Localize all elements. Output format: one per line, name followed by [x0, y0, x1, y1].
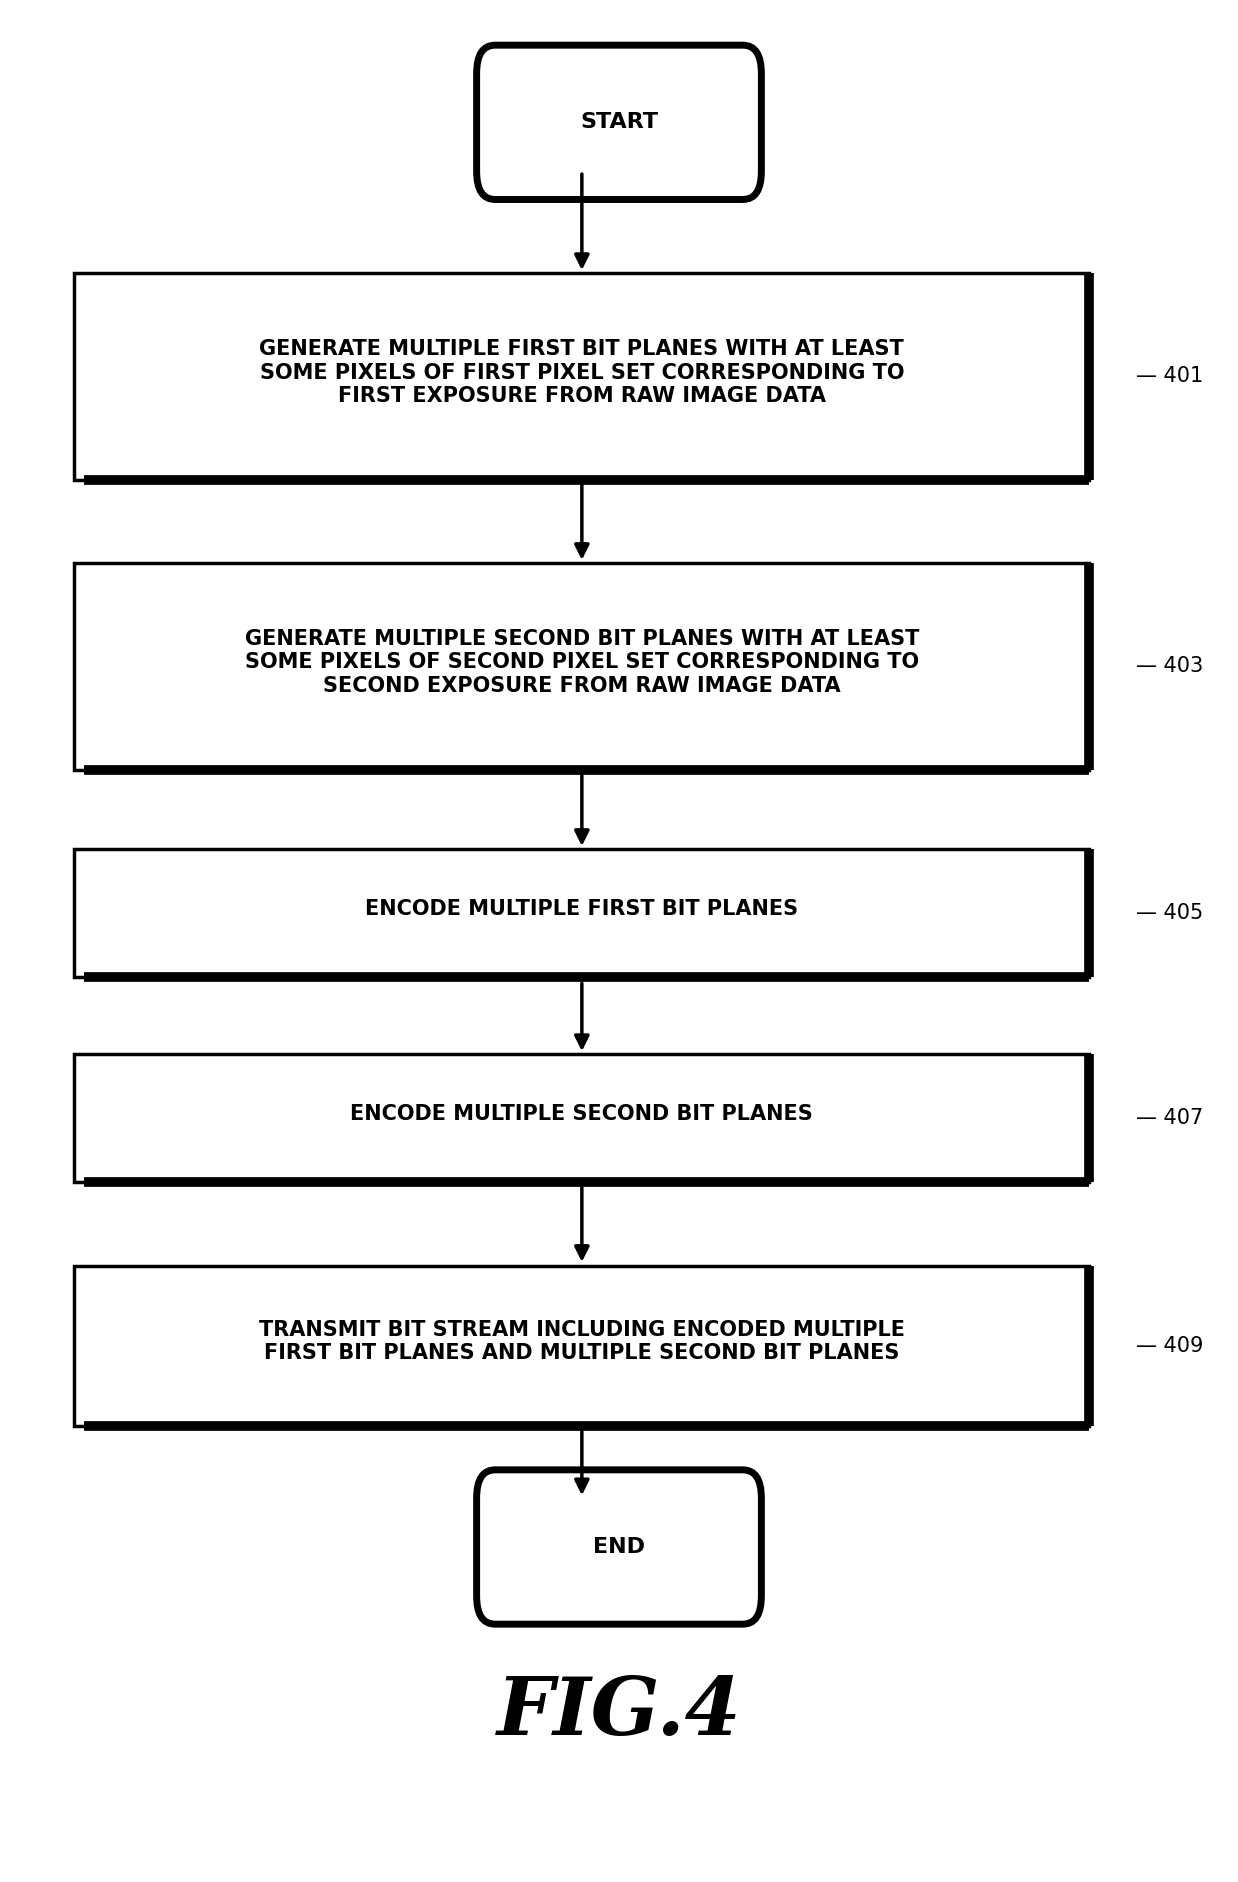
Text: — 401: — 401 [1136, 367, 1203, 386]
FancyBboxPatch shape [74, 273, 1089, 480]
FancyBboxPatch shape [477, 1470, 761, 1624]
FancyBboxPatch shape [74, 849, 1089, 977]
Text: ENCODE MULTIPLE FIRST BIT PLANES: ENCODE MULTIPLE FIRST BIT PLANES [365, 900, 799, 918]
Text: — 409: — 409 [1136, 1336, 1203, 1355]
Text: END: END [593, 1538, 645, 1556]
Text: GENERATE MULTIPLE FIRST BIT PLANES WITH AT LEAST
SOME PIXELS OF FIRST PIXEL SET : GENERATE MULTIPLE FIRST BIT PLANES WITH … [260, 339, 904, 407]
Text: GENERATE MULTIPLE SECOND BIT PLANES WITH AT LEAST
SOME PIXELS OF SECOND PIXEL SE: GENERATE MULTIPLE SECOND BIT PLANES WITH… [245, 629, 919, 696]
Text: — 403: — 403 [1136, 657, 1203, 676]
FancyBboxPatch shape [74, 563, 1089, 770]
FancyBboxPatch shape [477, 45, 761, 199]
Text: FIG.4: FIG.4 [496, 1673, 742, 1752]
FancyBboxPatch shape [74, 1054, 1089, 1182]
FancyBboxPatch shape [74, 1267, 1089, 1427]
Text: TRANSMIT BIT STREAM INCLUDING ENCODED MULTIPLE
FIRST BIT PLANES AND MULTIPLE SEC: TRANSMIT BIT STREAM INCLUDING ENCODED MU… [259, 1321, 905, 1363]
Text: START: START [579, 113, 659, 132]
Text: — 405: — 405 [1136, 903, 1203, 922]
Text: ENCODE MULTIPLE SECOND BIT PLANES: ENCODE MULTIPLE SECOND BIT PLANES [350, 1105, 813, 1124]
Text: — 407: — 407 [1136, 1108, 1203, 1127]
